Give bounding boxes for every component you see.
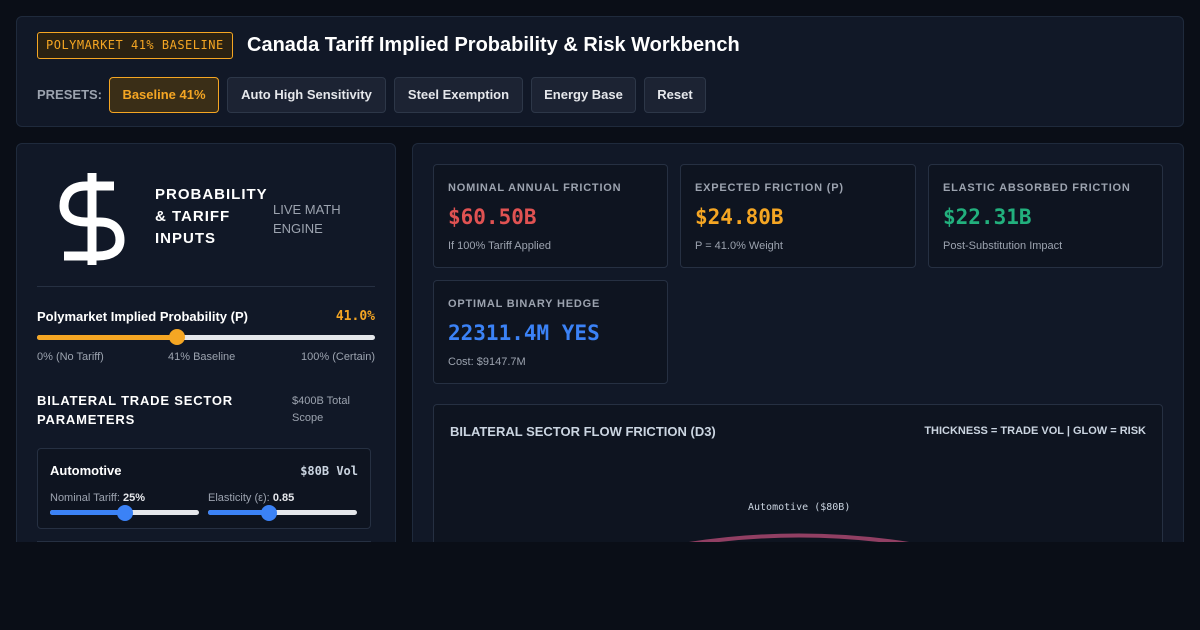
card-label: OPTIMAL BINARY HEDGE	[448, 298, 601, 310]
elasticity-label: Elasticity (ε): 0.85	[208, 492, 294, 504]
card-note: Cost: $9147.7M	[448, 356, 526, 368]
card-label: EXPECTED FRICTION (P)	[695, 182, 844, 194]
inputs-heading: PROBABILITY & TARIFF INPUTS	[155, 186, 268, 247]
card-value: $24.80B	[695, 205, 784, 229]
card-note: If 100% Tariff Applied	[448, 240, 551, 252]
elasticity-label-text: Elasticity (ε):	[208, 492, 270, 504]
presets-label: PRESETS:	[37, 87, 103, 102]
scale-label: 41% Baseline	[168, 351, 236, 363]
preset-button[interactable]: Auto High Sensitivity	[227, 77, 386, 113]
sector-volume: $80B Vol	[300, 464, 358, 478]
preset-button[interactable]: Steel Exemption	[394, 77, 523, 113]
card-value: 22311.4M YES	[448, 321, 600, 345]
card-value: $60.50B	[448, 205, 537, 229]
tariff-value: 25%	[122, 492, 145, 504]
tariff-thumb[interactable]	[117, 505, 133, 521]
result-card: ELASTIC ABSORBED FRICTION $22.31B Post-S…	[928, 164, 1163, 268]
tariff-label-text: Nominal Tariff:	[50, 492, 120, 504]
probability-track[interactable]	[37, 335, 375, 340]
elasticity-value: 0.85	[272, 492, 295, 504]
card-label: NOMINAL ANNUAL FRICTION	[448, 182, 622, 194]
badge: POLYMARKET 41% BASELINE	[37, 32, 233, 59]
elasticity-track[interactable]	[208, 510, 357, 515]
dollar-icon	[59, 173, 125, 265]
scale-label: 100% (Certain)	[301, 351, 375, 363]
tariff-label: Nominal Tariff: 25%	[50, 492, 145, 504]
card-value: $22.31B	[943, 205, 1032, 229]
viewport: POLYMARKET 41% BASELINE Canada Tariff Im…	[16, 16, 1184, 542]
flow-arc	[688, 533, 910, 542]
sector-name: Automotive	[50, 463, 122, 478]
probability-thumb[interactable]	[169, 329, 185, 345]
flow-legend: THICKNESS = TRADE VOL | GLOW = RISK	[924, 425, 1146, 437]
preset-button[interactable]: Baseline 41%	[109, 77, 219, 113]
tariff-fill	[50, 510, 125, 515]
engine-label: LIVE MATH ENGINE	[273, 202, 341, 236]
elasticity-fill	[208, 510, 269, 515]
flow-node-label: Automotive ($80B)	[748, 502, 851, 513]
card-label: ELASTIC ABSORBED FRICTION	[943, 182, 1131, 194]
card-note: Post-Substitution Impact	[943, 240, 1063, 252]
sectors-title: BILATERAL TRADE SECTOR PARAMETERS	[37, 393, 233, 427]
sector-card	[37, 448, 371, 529]
card-note: P = 41.0% Weight	[695, 240, 783, 252]
probability-label: Polymarket Implied Probability (P)	[37, 309, 248, 324]
result-card: EXPECTED FRICTION (P) $24.80B P = 41.0% …	[680, 164, 916, 268]
result-card: NOMINAL ANNUAL FRICTION $60.50B If 100% …	[433, 164, 668, 268]
flow-card: BILATERAL SECTOR FLOW FRICTION (D3) THIC…	[433, 404, 1163, 542]
title: Canada Tariff Implied Probability & Risk…	[247, 34, 740, 56]
preset-button[interactable]: Energy Base	[531, 77, 636, 113]
flow-title: BILATERAL SECTOR FLOW FRICTION (D3)	[450, 424, 716, 439]
result-card: OPTIMAL BINARY HEDGE 22311.4M YES Cost: …	[433, 280, 668, 384]
elasticity-thumb[interactable]	[261, 505, 277, 521]
probability-value: 41.0%	[335, 309, 375, 324]
scale-label: 0% (No Tariff)	[37, 351, 104, 363]
next-card-edge	[37, 541, 371, 542]
probability-fill	[37, 335, 177, 340]
preset-button[interactable]: Reset	[644, 77, 706, 113]
divider	[37, 286, 375, 287]
flow-diagram	[688, 533, 910, 542]
sectors-scope: $400B Total Scope	[292, 395, 350, 424]
